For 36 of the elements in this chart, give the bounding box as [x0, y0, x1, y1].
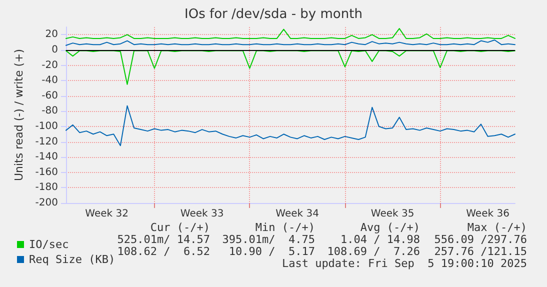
x-tick-label: Week 35 [370, 208, 414, 220]
y-tick-label: -80 [42, 106, 58, 117]
y-tick-label: -120 [35, 136, 58, 148]
text: Cur (-/+) [150, 221, 210, 234]
y-tick-label: -140 [35, 152, 58, 163]
legend-label: IO/sec [29, 238, 69, 251]
y-axis-title: Units read (-) / write (+) [12, 48, 26, 182]
y-tick-label: 20 [45, 29, 58, 40]
text: Avg (-/+) [360, 221, 420, 234]
text: 257.76 /121.15 [434, 245, 527, 258]
y-tick-label: -20 [42, 60, 58, 71]
y-tick-label: -160 [35, 166, 58, 178]
y-tick-label: 0 [52, 44, 58, 56]
chart-title: IOs for /dev/sda - by month [184, 7, 362, 22]
text: 1.04 / 14.98 [340, 233, 420, 246]
x-tick-label: Week 36 [466, 208, 510, 220]
text: 108.62 / 6.52 [117, 245, 210, 258]
text: Last update: Fri Sep 5 19:00:10 2025 [282, 257, 527, 270]
text: 556.09 /297.76 [434, 233, 527, 246]
x-tick-label: Week 33 [180, 208, 224, 220]
y-tick-label: -60 [42, 90, 58, 102]
line-series [66, 28, 516, 39]
x-tick-label: Week 34 [276, 208, 319, 220]
y-tick-label: -180 [35, 182, 58, 194]
y-tick-label: -100 [35, 120, 58, 132]
text: 108.69 / 7.26 [327, 245, 420, 258]
legend-label: Req Size (KB) [29, 253, 116, 266]
text: 10.90 / 5.17 [228, 245, 315, 258]
y-tick-label: -200 [35, 198, 58, 208]
text: 395.01m/ 4.75 [222, 233, 315, 246]
text: Max (-/+) [467, 221, 527, 234]
y-tick-label: -40 [42, 75, 58, 86]
line-series [66, 105, 516, 146]
x-tick-label: Week 32 [85, 208, 128, 220]
text: 525.01m/ 14.57 [117, 233, 210, 246]
text: Min (-/+) [255, 221, 315, 234]
